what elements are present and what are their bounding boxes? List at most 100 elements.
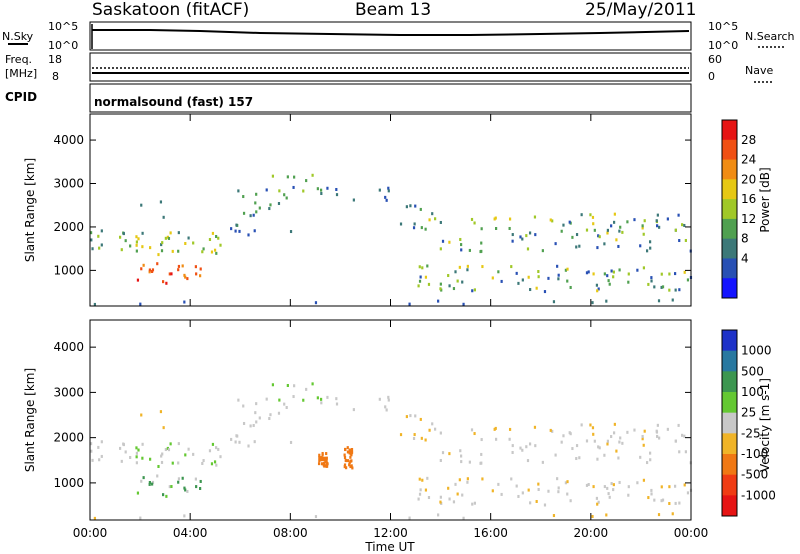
scatter-cell (479, 250, 482, 254)
scatter-cell (140, 267, 143, 271)
scatter-cell (167, 236, 171, 240)
scatter-cell (534, 444, 537, 448)
scatter-cell (612, 275, 615, 279)
velocity-colorbar: 1000 500 100 25 -25 -100 -500 -1000 (721, 329, 776, 517)
scatter-cell (199, 267, 202, 271)
scatter-cell (170, 272, 173, 276)
power-panel-frame (89, 113, 692, 307)
scatter-cell (592, 485, 595, 489)
scatter-cell (199, 274, 202, 278)
scatter-cell (268, 207, 271, 211)
scatter-cell (645, 249, 649, 253)
scatter-cell (535, 286, 538, 290)
x-tick-label: 00:00 (674, 526, 709, 540)
scatter-cell (556, 264, 559, 268)
scatter-cell (311, 382, 314, 386)
freq-label: Freq. (5, 53, 32, 66)
scatter-cell (460, 460, 463, 464)
scatter-cell (439, 500, 442, 504)
scatter-cell (321, 456, 324, 460)
scatter-cell (426, 264, 429, 268)
scatter-cell (683, 483, 686, 487)
scatter-cell (621, 230, 624, 234)
scatter-cell (215, 446, 218, 450)
scatter-cell (615, 449, 618, 453)
scatter-cell (305, 179, 308, 183)
scatter-cell (219, 455, 222, 459)
scatter-cell (470, 428, 474, 432)
scatter-cell (466, 264, 469, 268)
scatter-cell (650, 488, 653, 492)
scatter-cell (639, 455, 642, 459)
scatter-cell (471, 289, 474, 293)
scatter-cell (139, 516, 142, 520)
scatter-cell (674, 228, 677, 232)
scatter-cell (399, 222, 403, 226)
scatter-cell (325, 452, 328, 456)
scatter-cell (321, 451, 324, 455)
scatter-cell (562, 434, 565, 438)
scatter-cell (283, 193, 286, 197)
scatter-cell (184, 241, 187, 245)
scatter-cell (593, 228, 596, 232)
colorbar-swatch (722, 179, 737, 200)
colorbar-frame (721, 119, 738, 299)
scatter-cell (666, 427, 669, 431)
scatter-cell (419, 488, 422, 492)
scatter-cell (409, 414, 412, 418)
scatter-cell (441, 239, 445, 243)
scatter-cell (414, 204, 417, 208)
scatter-cell (177, 480, 180, 484)
scatter-cell (350, 453, 353, 457)
scatter-cell (494, 216, 497, 220)
scatter-cell (454, 270, 457, 274)
scatter-cell (491, 276, 494, 280)
scatter-cell (657, 299, 661, 303)
scatter-cell (661, 285, 665, 289)
scatter-cell (521, 237, 524, 241)
scatter-cell (210, 250, 214, 254)
scatter-cell (441, 451, 445, 455)
x-tick-label: 04:00 (173, 526, 208, 540)
scatter-cell (462, 516, 465, 520)
scatter-cell (466, 480, 469, 484)
scatter-cell (500, 492, 503, 496)
scatter-cell (93, 516, 96, 520)
scatter-cell (343, 455, 347, 459)
scatter-cell (431, 212, 434, 216)
scatter-cell (643, 429, 646, 433)
scatter-cell (656, 434, 659, 438)
scatter-cell (610, 435, 613, 439)
scatter-cell (557, 273, 560, 277)
scatter-cell (473, 501, 476, 505)
scatter-cell (528, 231, 532, 235)
scatter-cell (253, 229, 256, 233)
scatter-cell (352, 408, 355, 412)
scatter-cell (653, 498, 656, 502)
scatter-cell (448, 284, 451, 288)
scatter-cell (283, 402, 286, 406)
scatter-cell (470, 217, 474, 221)
scatter-cell (610, 482, 613, 486)
scatter-cell (612, 220, 616, 224)
scatter-cell (641, 434, 644, 438)
scatter-cell (678, 501, 681, 505)
scatter-cell (686, 491, 690, 495)
scatter-cell (571, 447, 574, 451)
scatter-cell (419, 207, 422, 211)
noise-left-tick-top: 10^5 (48, 20, 78, 33)
scatter-cell (384, 405, 387, 409)
scatter-cell (521, 448, 524, 452)
scatter-cell (135, 451, 139, 455)
scatter-cell (129, 244, 132, 248)
scatter-cell (352, 198, 355, 202)
scatter-cell (585, 439, 589, 443)
scatter-cell (100, 229, 103, 233)
scatter-cell (249, 424, 252, 428)
scatter-cell (671, 512, 674, 516)
scatter-cell (480, 241, 483, 245)
scatter-cell (421, 478, 424, 482)
scatter-cell (219, 243, 222, 247)
scatter-cell (387, 189, 390, 193)
